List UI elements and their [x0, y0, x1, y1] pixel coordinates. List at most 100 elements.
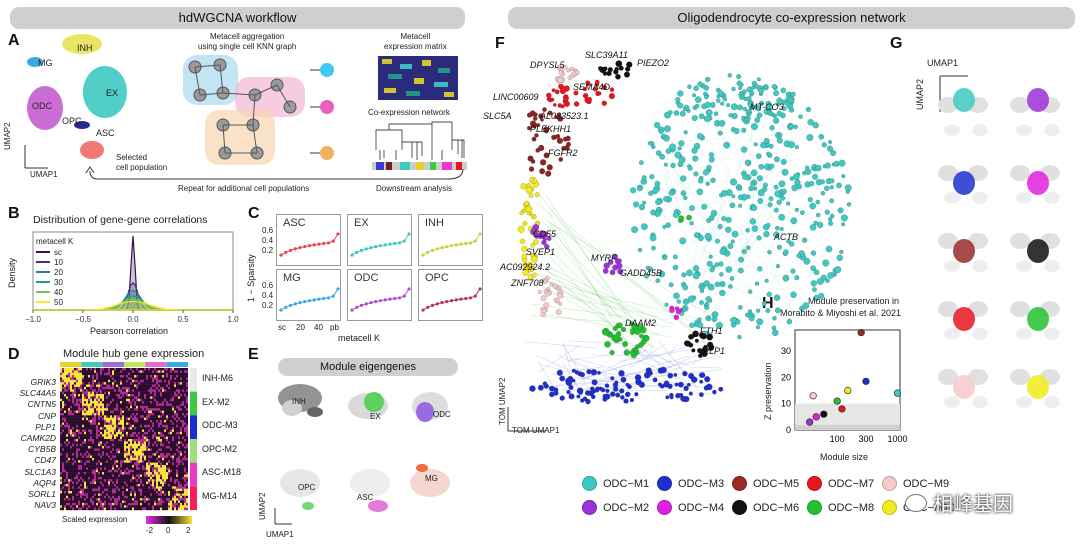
- heatmap-cell: [78, 403, 80, 407]
- heatmap-cell: [74, 415, 76, 418]
- heatmap-cell: [90, 403, 92, 407]
- heatmap-cell: [72, 455, 74, 459]
- heatmap-cell: [98, 396, 100, 399]
- heatmap-cell: [134, 486, 136, 489]
- heatmap-cell: [78, 389, 80, 392]
- heatmap-cell: [114, 453, 116, 456]
- network-node: [716, 94, 721, 99]
- c-ytick-top: 0.2: [262, 246, 274, 255]
- heatmap-cell: [80, 412, 82, 416]
- heatmap-cell: [84, 391, 86, 395]
- heatmap-cell: [66, 405, 68, 409]
- network-node: [640, 223, 648, 230]
- heatmap-cell: [140, 446, 142, 449]
- heatmap-cell: [66, 417, 68, 421]
- heatmap-cell: [158, 401, 160, 404]
- heatmap-cell: [66, 372, 68, 376]
- heatmap-cell: [142, 491, 144, 494]
- heatmap-cell: [90, 457, 92, 461]
- heatmap-cell: [186, 507, 188, 511]
- heatmap-cell: [130, 446, 132, 449]
- heatmap-cell: [156, 429, 158, 433]
- heatmap-cell: [134, 431, 136, 435]
- c-ytick-bottom: 0.4: [262, 291, 274, 300]
- heatmap-cell: [94, 488, 96, 492]
- heatmap-cell: [178, 427, 180, 430]
- heatmap-cell: [78, 500, 80, 504]
- network-node: [790, 291, 797, 298]
- heatmap-cell: [104, 394, 106, 397]
- heatmap-cell: [172, 467, 174, 470]
- heatmap-cell: [62, 415, 64, 418]
- network-node: [534, 133, 539, 138]
- heatmap-cell: [152, 386, 154, 390]
- heatmap-cell: [166, 386, 168, 390]
- heatmap-cell: [90, 384, 92, 388]
- heatmap-cell: [134, 439, 136, 442]
- network-node: [810, 250, 817, 256]
- heatmap-cell: [128, 394, 130, 397]
- heatmap-cell: [160, 439, 162, 442]
- heatmap-cell: [152, 479, 154, 482]
- heatmap-cell: [120, 398, 122, 402]
- network-node: [613, 386, 619, 392]
- heatmap-cell: [138, 479, 140, 482]
- heatmap-cell: [166, 474, 168, 478]
- heatmap-cell: [186, 405, 188, 409]
- heatmap-cell: [130, 462, 132, 466]
- heatmap-cell: [134, 368, 136, 371]
- b-xtick: −0.5: [75, 315, 91, 324]
- heatmap-cell: [122, 415, 124, 418]
- heatmap-cell: [136, 479, 138, 482]
- network-node: [654, 180, 661, 187]
- cluster-ex: [83, 66, 127, 118]
- network-node: [573, 90, 579, 96]
- heatmap-cell: [96, 439, 98, 442]
- heatmap-cell: [64, 398, 66, 402]
- heatmap-cell: [106, 457, 108, 461]
- heatmap-cell: [86, 396, 88, 399]
- heatmap-cell: [82, 382, 84, 385]
- network-node: [776, 110, 782, 117]
- heatmap-cell: [112, 439, 114, 442]
- heatmap-cell: [86, 391, 88, 395]
- heatmap-cell: [114, 394, 116, 397]
- heatmap-cell: [102, 408, 104, 411]
- heatmap-cell: [66, 403, 68, 407]
- heatmap-cell: [92, 467, 94, 470]
- heatmap-cell: [128, 448, 130, 452]
- heatmap-cell: [94, 460, 96, 463]
- heatmap-cell: [102, 368, 104, 371]
- heatmap-cell: [162, 372, 164, 376]
- heatmap-cell: [174, 498, 176, 501]
- heatmap-cell: [72, 476, 74, 480]
- network-node: [747, 289, 753, 294]
- network-node: [760, 141, 767, 149]
- gene-label-AQP4: AQP4: [33, 477, 56, 488]
- heatmap-cell: [84, 474, 86, 478]
- heatmap-cell: [72, 389, 74, 392]
- heatmap-cell: [184, 441, 186, 444]
- heatmap-cell: [72, 500, 74, 504]
- heatmap-cell: [156, 379, 158, 383]
- heatmap-cell: [138, 434, 140, 437]
- heatmap-cell: [168, 479, 170, 482]
- heatmap-cell: [170, 379, 172, 383]
- heatmap-cell: [134, 460, 136, 463]
- heatmap-cell: [74, 389, 76, 392]
- sparsity-line: [351, 288, 410, 311]
- heatmap-cell: [172, 462, 174, 466]
- heatmap-cell: [148, 448, 150, 452]
- heatmap-cell: [150, 429, 152, 433]
- heatmap-cell: [68, 377, 70, 381]
- heatmap-cell: [84, 505, 86, 508]
- network-node: [708, 254, 713, 259]
- heatmap-cell: [184, 391, 186, 395]
- heatmap-cell: [160, 479, 162, 482]
- heatmap-cell: [68, 479, 70, 482]
- network-node: [730, 316, 737, 324]
- heatmap-cell: [144, 469, 146, 473]
- heatmap-cell: [182, 370, 184, 373]
- heatmap-cell: [166, 505, 168, 508]
- heatmap-cell: [150, 372, 152, 376]
